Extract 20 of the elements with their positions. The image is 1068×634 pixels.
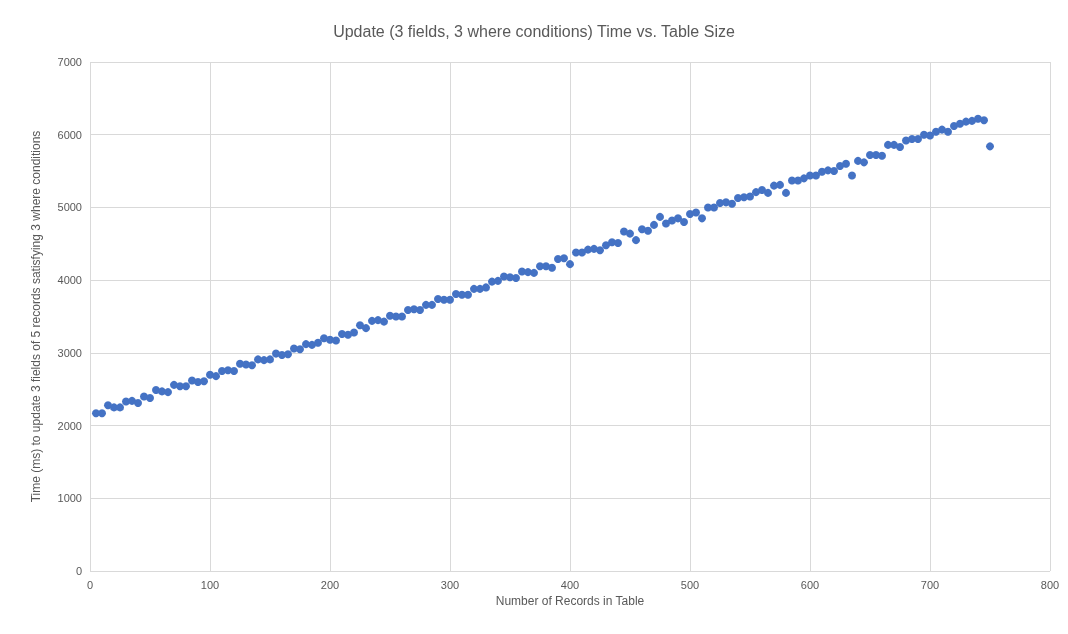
x-tick-label: 500 — [680, 578, 700, 591]
x-tick-label: 400 — [560, 578, 580, 591]
y-tick-label: 1000 — [57, 492, 82, 505]
x-tick-label: 0 — [86, 578, 94, 591]
x-tick-label: 800 — [1040, 578, 1060, 591]
x-tick-label: 600 — [800, 578, 820, 591]
x-axis-title: Number of Records in Table — [495, 593, 645, 608]
y-axis-title: Time (ms) to update 3 fields of 5 records satisfying 3 where conditions — [29, 130, 43, 503]
x-tick-label: 200 — [320, 578, 340, 591]
y-tick-label: 4000 — [57, 274, 82, 287]
y-tick-label: 0 — [75, 565, 82, 577]
x-tick-label: 100 — [200, 578, 220, 591]
y-tick-label: 3000 — [57, 346, 82, 359]
y-tick-label: 5000 — [57, 201, 82, 214]
y-tick-label: 7000 — [57, 56, 82, 68]
chart-title: Update (3 fields, 3 where conditions) Time vs. Table Size — [333, 22, 735, 40]
y-tick-label: 6000 — [57, 128, 82, 141]
x-tick-label: 700 — [920, 578, 940, 591]
x-tick-label: 300 — [440, 578, 460, 591]
y-tick-label: 2000 — [57, 419, 82, 432]
